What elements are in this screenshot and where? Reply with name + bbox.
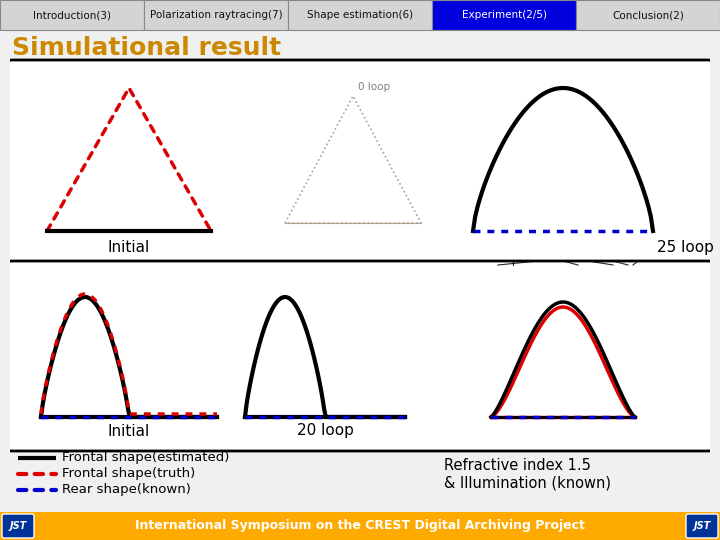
Text: International Symposium on the CREST Digital Archiving Project: International Symposium on the CREST Dig… xyxy=(135,519,585,532)
Bar xyxy=(288,0,432,30)
Text: Experiment(2/5): Experiment(2/5) xyxy=(462,10,546,20)
Text: Initial: Initial xyxy=(108,423,150,438)
Text: 0 loop: 0 loop xyxy=(358,82,390,92)
Text: Refractive index 1.5
& Illumination (known): Refractive index 1.5 & Illumination (kno… xyxy=(444,458,611,490)
Text: Conclusion(2): Conclusion(2) xyxy=(612,10,684,20)
Bar xyxy=(144,0,288,30)
FancyBboxPatch shape xyxy=(6,60,714,267)
Text: 20 loop: 20 loop xyxy=(297,423,354,438)
Text: Rear shape(known): Rear shape(known) xyxy=(62,483,191,496)
Bar xyxy=(432,0,576,30)
Text: JST: JST xyxy=(9,521,27,531)
Text: JST: JST xyxy=(693,521,711,531)
FancyBboxPatch shape xyxy=(686,514,718,538)
Bar xyxy=(576,0,720,30)
Text: Simulational result: Simulational result xyxy=(12,36,281,60)
Bar xyxy=(0,0,144,30)
Text: Polarization raytracing(7): Polarization raytracing(7) xyxy=(150,10,282,20)
FancyBboxPatch shape xyxy=(6,261,714,451)
Text: Shape estimation(6): Shape estimation(6) xyxy=(307,10,413,20)
Text: 25 loop: 25 loop xyxy=(657,240,714,254)
FancyBboxPatch shape xyxy=(2,514,34,538)
Text: Initial: Initial xyxy=(108,240,150,254)
Text: Frontal shape(estimated): Frontal shape(estimated) xyxy=(62,451,230,464)
Text: Introduction(3): Introduction(3) xyxy=(33,10,111,20)
Text: Frontal shape(truth): Frontal shape(truth) xyxy=(62,468,195,481)
